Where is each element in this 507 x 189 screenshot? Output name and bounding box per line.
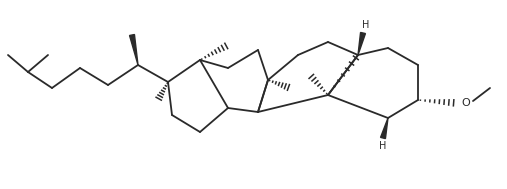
- Text: H: H: [379, 141, 387, 151]
- Polygon shape: [381, 118, 388, 139]
- Polygon shape: [358, 33, 366, 55]
- Polygon shape: [130, 35, 138, 65]
- Text: O: O: [462, 98, 470, 108]
- Text: H: H: [363, 20, 370, 30]
